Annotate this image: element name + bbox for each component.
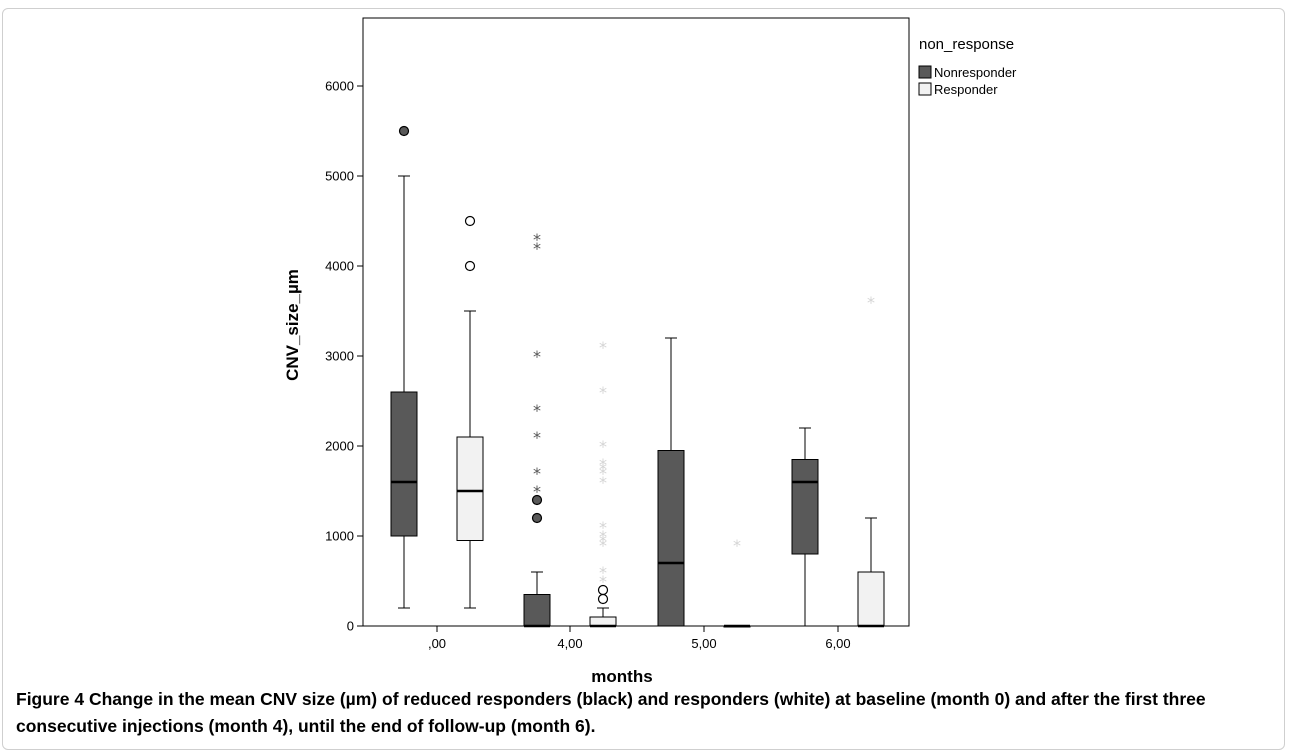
- box: [589, 616, 617, 627]
- outlier-point: [464, 260, 476, 272]
- extreme-point: *: [599, 464, 607, 483]
- extreme-point: *: [867, 293, 875, 312]
- extreme-point: *: [533, 482, 541, 501]
- y-tick-label: 5000: [325, 169, 354, 184]
- extreme-point: *: [533, 230, 541, 249]
- extreme-point: *: [599, 473, 607, 492]
- box: [857, 571, 885, 627]
- box: [791, 459, 819, 555]
- y-tick-label: 6000: [325, 79, 354, 94]
- box: [456, 436, 484, 541]
- extreme-point: *: [533, 401, 541, 420]
- outlier-point: [398, 125, 410, 137]
- box-group: [791, 427, 819, 627]
- extreme-point: *: [599, 518, 607, 537]
- extreme-point: *: [599, 383, 607, 402]
- x-axis: ,00 4,00 5,00 6,00: [428, 626, 851, 651]
- y-axis-title: CNV_size_µm: [283, 269, 302, 381]
- extreme-point: *: [533, 239, 541, 258]
- x-axis-title: months: [591, 667, 652, 686]
- caption-label: Figure 4: [16, 689, 85, 709]
- box-group: [456, 215, 484, 609]
- box-group: [657, 337, 685, 627]
- plot-border: [362, 17, 910, 627]
- legend-label: Nonresponder: [934, 65, 1017, 80]
- extreme-point: *: [533, 428, 541, 447]
- y-tick-label: 1000: [325, 529, 354, 544]
- legend-swatch: [918, 82, 932, 96]
- figure-caption: Figure 4 Change in the mean CNV size (µm…: [16, 686, 1278, 740]
- plot-area: [362, 17, 910, 627]
- x-tick-label: 4,00: [557, 636, 582, 651]
- extreme-point: *: [733, 536, 741, 555]
- outlier-point: [531, 494, 543, 506]
- box: [523, 594, 551, 627]
- outlier-point: [597, 593, 609, 605]
- extreme-point: *: [599, 460, 607, 479]
- x-tick-label: ,00: [428, 636, 446, 651]
- outlier-point: [464, 215, 476, 227]
- extreme-point: *: [599, 455, 607, 474]
- extreme-point: *: [599, 532, 607, 551]
- extreme-point: *: [599, 572, 607, 591]
- extreme-point: *: [599, 563, 607, 582]
- legend-title: non_response: [919, 36, 1014, 53]
- y-axis: 0 1000 2000 3000 4000 5000 6000: [325, 79, 363, 634]
- y-tick-label: 2000: [325, 439, 354, 454]
- box-group: [390, 125, 418, 609]
- caption-text: Change in the mean CNV size (µm) of redu…: [16, 689, 1206, 736]
- extreme-point: *: [599, 536, 607, 555]
- box-group: *: [723, 536, 751, 628]
- x-tick-label: 5,00: [691, 636, 716, 651]
- box: [657, 450, 685, 627]
- y-tick-label: 0: [347, 619, 354, 634]
- outlier-point: [531, 512, 543, 524]
- legend-label: Responder: [934, 82, 998, 97]
- figure-frame: [2, 8, 1285, 750]
- legend: non_response Nonresponder Responder: [918, 36, 1017, 97]
- y-tick-label: 4000: [325, 259, 354, 274]
- box-group: *: [857, 293, 885, 628]
- extreme-point: *: [599, 527, 607, 546]
- extreme-point: *: [599, 437, 607, 456]
- y-tick-label: 3000: [325, 349, 354, 364]
- box-group: *******: [523, 230, 551, 628]
- extreme-point: *: [599, 338, 607, 357]
- boxes: **********************: [390, 125, 885, 628]
- extreme-point: *: [533, 347, 541, 366]
- box: [390, 391, 418, 537]
- legend-swatch: [918, 65, 932, 79]
- extreme-point: *: [533, 464, 541, 483]
- x-tick-label: 6,00: [825, 636, 850, 651]
- box-group: *************: [589, 338, 617, 628]
